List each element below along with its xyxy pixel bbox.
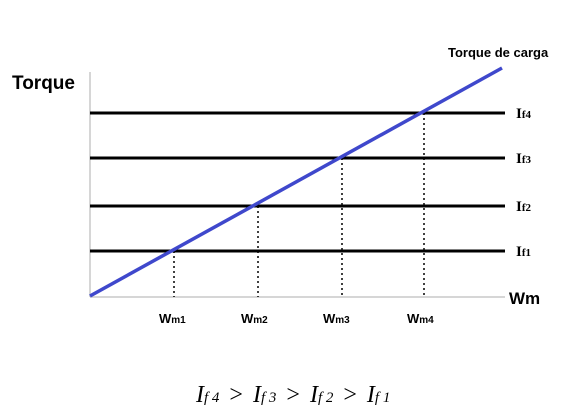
speed-label-sub: m2 bbox=[253, 315, 268, 326]
ineq-term-2-main: I bbox=[252, 382, 262, 408]
load-torque-line bbox=[89, 66, 503, 298]
field-label-main: I bbox=[516, 106, 522, 122]
field-label-main: I bbox=[516, 244, 522, 260]
ineq-term-2-sub: f 3 bbox=[261, 390, 276, 406]
speed-label-main: W bbox=[407, 311, 420, 326]
field-label-main: I bbox=[516, 151, 522, 167]
field-label-main: I bbox=[516, 199, 522, 215]
load-line-label: Torque de carga bbox=[448, 45, 549, 60]
ineq-term-1-main: I bbox=[195, 382, 205, 408]
field-label-if1: If1 bbox=[516, 244, 531, 260]
ineq-term-4-sub: f 1 bbox=[375, 390, 390, 406]
field-label-if4: If4 bbox=[516, 106, 532, 122]
speed-label-sub: m3 bbox=[335, 315, 350, 326]
speed-label-main: W bbox=[241, 311, 254, 326]
field-label-sub: f3 bbox=[522, 154, 532, 166]
speed-label-wm4: Wm4 bbox=[407, 311, 434, 326]
speed-label-main: W bbox=[159, 311, 172, 326]
field-label-if3: If3 bbox=[516, 151, 532, 167]
speed-label-wm3: Wm3 bbox=[323, 311, 350, 326]
speed-label-sub: m1 bbox=[171, 315, 186, 326]
field-current-inequality: If 4 > If 3 > If 2 > If 1 bbox=[195, 382, 390, 408]
ineq-operator: > bbox=[343, 382, 357, 408]
ineq-term-4-main: I bbox=[366, 382, 376, 408]
speed-label-main: W bbox=[323, 311, 336, 326]
x-axis-label: Wm bbox=[509, 289, 540, 308]
y-axis-label: Torque bbox=[12, 73, 75, 94]
field-label-if2: If2 bbox=[516, 199, 532, 215]
field-label-sub: f2 bbox=[522, 202, 532, 214]
field-label-sub: f4 bbox=[522, 109, 532, 121]
ineq-term-1-sub: f 4 bbox=[204, 390, 220, 406]
ineq-term-3-main: I bbox=[309, 382, 319, 408]
field-label-sub: f1 bbox=[522, 247, 531, 259]
speed-label-sub: m4 bbox=[419, 315, 434, 326]
ineq-term-3-sub: f 2 bbox=[318, 390, 334, 406]
speed-label-wm2: Wm2 bbox=[241, 311, 268, 326]
speed-label-wm1: Wm1 bbox=[159, 311, 186, 326]
ineq-operator: > bbox=[229, 382, 243, 408]
ineq-operator: > bbox=[286, 382, 300, 408]
